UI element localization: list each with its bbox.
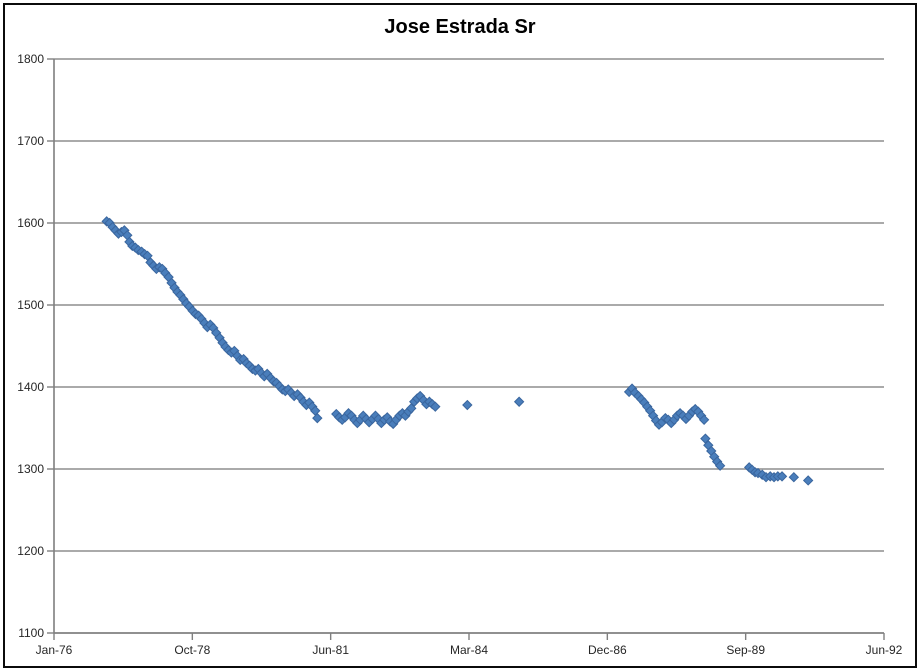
y-tick-label: 1400 <box>17 380 44 394</box>
scatter-point <box>462 399 473 411</box>
x-tick-label: Sep-89 <box>726 643 765 657</box>
scatter-point <box>802 475 814 486</box>
chart-title: Jose Estrada Sr <box>384 16 536 38</box>
y-tick-label: 1300 <box>17 462 44 476</box>
y-tick-label: 1200 <box>17 544 44 558</box>
x-tick-label: Mar-84 <box>450 643 488 657</box>
x-tick-label: Jan-76 <box>36 643 73 657</box>
scatter-point <box>312 412 323 424</box>
x-tick-label: Jun-81 <box>312 643 349 657</box>
x-tick-label: Jun-92 <box>866 643 903 657</box>
scatter-point <box>714 460 726 471</box>
y-tick-label: 1600 <box>17 216 44 230</box>
scatter-point <box>776 471 788 482</box>
y-tick-label: 1500 <box>17 298 44 312</box>
chart-frame <box>3 3 917 668</box>
scatter-point <box>513 396 525 407</box>
scatter-point <box>698 414 710 426</box>
scatter-point <box>788 471 800 483</box>
x-tick-label: Oct-78 <box>174 643 210 657</box>
y-tick-label: 1700 <box>17 134 44 148</box>
x-tick-label: Dec-86 <box>588 643 627 657</box>
y-tick-label: 1100 <box>18 626 44 640</box>
scatter-point <box>430 401 441 412</box>
y-tick-label: 1800 <box>17 52 44 66</box>
